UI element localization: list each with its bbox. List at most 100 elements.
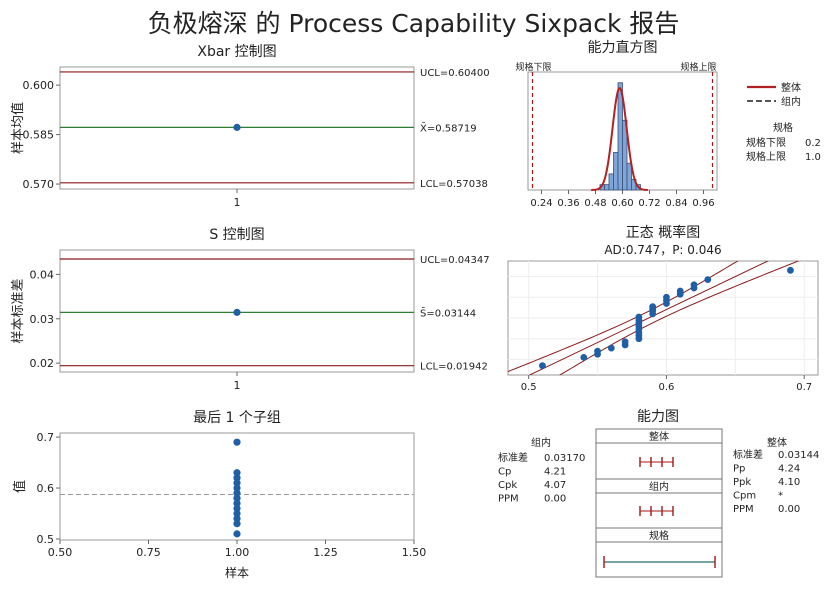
hist-xtick-label: 0.36 [557,198,579,209]
last-point [233,515,241,523]
normprob-point [607,344,615,352]
last-xtick-label: 0.50 [48,546,73,559]
last-point [233,530,241,538]
capplot-overall-stat-value: 0.00 [778,504,800,515]
s-point [233,308,241,316]
s-xtick-label: 1 [234,379,241,392]
normprob-xtick-label: 0.5 [521,382,537,393]
capplot-overall-stat-label: PPM [733,504,754,515]
hist-bar [622,119,628,191]
capplot-overall-stat-label: 标准差 [733,448,763,461]
hist-xtick-label: 0.60 [611,198,633,209]
last-point [233,474,241,482]
legend-within-label: 组内 [781,95,801,108]
last-point [233,509,241,518]
xbar-lcl-label: LCL=0.57038 [420,179,488,190]
s-title: S 控制图 [209,227,264,243]
s-ytick-label: 0.04 [30,268,55,281]
xbar-title: Xbar 控制图 [197,44,276,60]
hist-xtick-label: 0.24 [530,198,552,209]
xbar-ucl-label: UCL=0.60400 [420,68,490,79]
last-xlabel: 样本 [225,565,249,580]
capplot-within-stat-value: 4.07 [544,480,566,491]
capplot-overall-stat-value: 4.24 [778,464,800,475]
hist-xtick-label: 0.72 [638,198,660,209]
last-point [233,438,241,446]
capplot-overall-stat-label: Pp [733,464,745,475]
legend-usl-label: 规格上限 [746,150,786,163]
hist-bar [617,82,623,191]
capplot-within-stat-label: Cp [498,467,511,478]
s-lcl-label: LCL=0.01942 [420,362,488,373]
last-ytick-label: 0.7 [37,431,55,444]
last-point [233,479,241,487]
hist-xtick-label: 0.48 [584,198,606,209]
normprob-xtick-label: 0.6 [658,382,674,393]
hist-bar [626,162,632,191]
capplot-overall-header: 整体 [649,430,669,443]
normprob-point [580,353,588,361]
xbar-ytick-label: 0.570 [23,178,55,191]
normprob-point [649,303,657,310]
last-point [233,499,241,507]
last-xtick-label: 1.00 [225,546,250,559]
last-xtick-label: 1.25 [313,546,338,559]
hist-bar [608,173,614,191]
hist-title: 能力直方图 [588,39,658,56]
normprob-subtitle: AD:0.747，P: 0.046 [604,243,721,257]
legend-usl-value: 1.0 [805,152,821,163]
legend-lsl-label: 规格下限 [746,136,786,149]
capplot-within-stat-value: 0.03170 [544,453,585,464]
capplot-overall-stat-value: * [778,491,783,502]
hist-xtick-label: 0.96 [692,198,714,209]
normprob-ci-lower [508,261,739,373]
normprob-ci-upper [559,261,800,375]
normprob-point [704,276,712,284]
capplot-within-stat-value: 4.21 [544,467,566,478]
last-xtick-label: 0.75 [136,546,161,559]
normprob-fit-line [528,261,770,375]
normprob-point [621,338,629,346]
last-point [233,484,241,492]
normprob-point [663,293,670,301]
normprob-point [594,347,601,355]
legend-lsl-value: 0.2 [805,138,821,149]
capplot-within-stat-label: Cpk [498,480,517,491]
last-ylabel: 值 [12,480,28,493]
xbar-point [233,123,241,131]
capplot-overall-stats-title: 整体 [767,436,787,449]
last-point [233,469,241,477]
legend-overall-label: 整体 [781,81,801,94]
normprob-point [539,362,546,370]
last-point [233,489,241,497]
s-ucl-label: UCL=0.04347 [420,255,490,266]
capplot-frame [595,428,723,578]
s-ylabel: 样本标准差 [11,278,26,343]
last-point [233,494,241,502]
xbar-ytick-label: 0.585 [23,129,55,142]
normprob-plot-area [508,261,818,375]
s-ytick-label: 0.03 [30,313,55,326]
normprob-point [787,266,794,274]
capplot-overall-stat-value: 4.10 [778,477,800,488]
xbar-ytick-label: 0.600 [23,79,55,92]
capplot-overall-stat-label: Ppk [733,477,751,488]
capplot-overall-stat-label: Cpm [733,491,756,502]
capplot-within-stat-value: 0.00 [544,494,566,505]
capplot-title: 能力图 [637,409,679,425]
hist-bar [613,152,619,191]
xbar-ylabel: 样本均值 [10,102,26,154]
last-ytick-label: 0.5 [37,533,55,546]
hist-bar [604,184,610,191]
xbar-center-label: X̄=0.58719 [420,122,477,135]
normprob-xtick-label: 0.7 [796,382,812,393]
normprob-point [676,287,684,295]
page-title: 负极熔深 的 Process Capability Sixpack 报告 [147,9,680,38]
s-center-label: S̄=0.03144 [420,307,476,320]
capplot-spec-header: 规格 [649,529,669,542]
last-title: 最后 1 个子组 [193,410,281,426]
normprob-title: 正态 概率图 [626,224,700,241]
normprob-point [690,281,698,289]
last-ytick-label: 0.6 [37,482,55,495]
